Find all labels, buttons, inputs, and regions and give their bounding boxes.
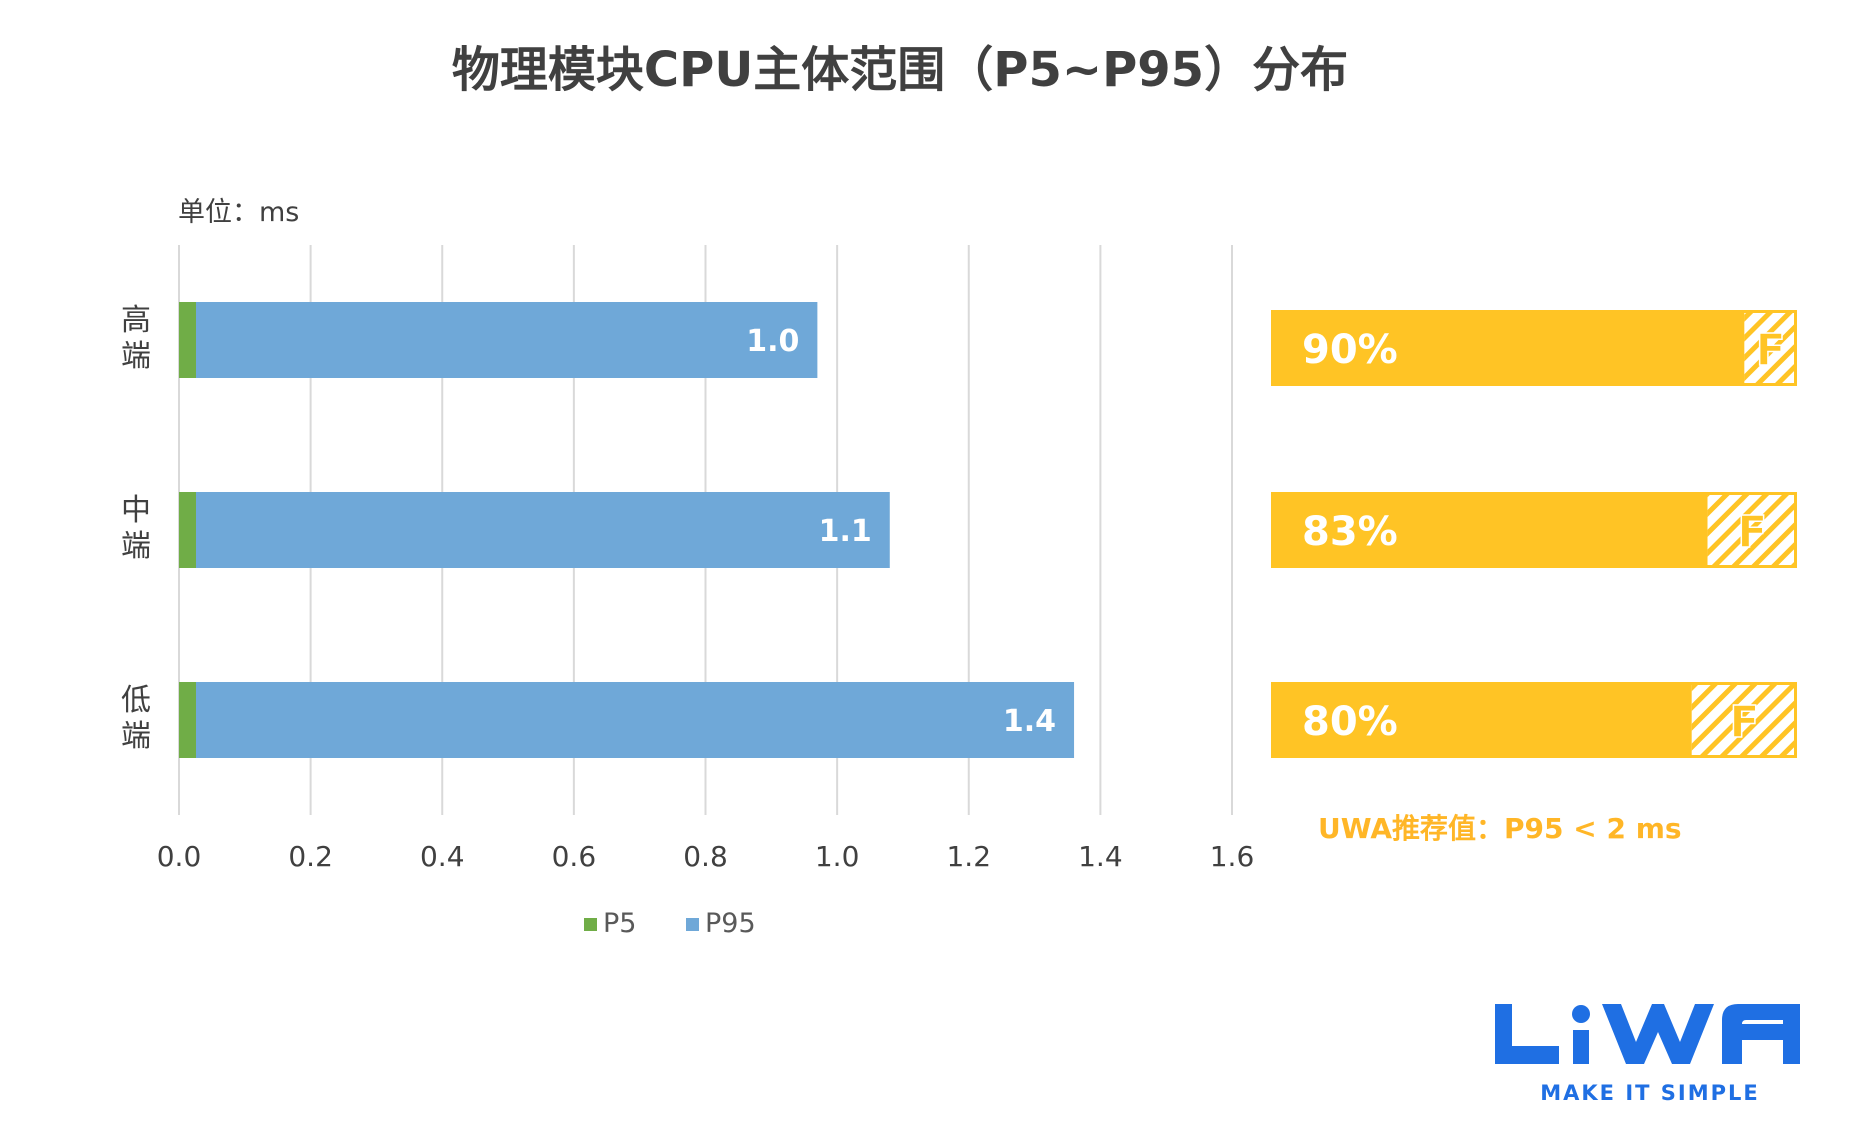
pass-rate-label: 80% xyxy=(1302,699,1398,745)
fail-mark: F xyxy=(1729,697,1759,748)
y-category-label: 高 xyxy=(121,303,151,338)
fail-hatch xyxy=(1691,682,1797,758)
bar-p5 xyxy=(179,302,196,378)
legend-label-p5: P5 xyxy=(603,908,636,939)
x-tick-label: 0.2 xyxy=(288,840,333,873)
x-tick-label: 1.6 xyxy=(1210,840,1255,873)
chart-title: 物理模块CPU主体范围（P5~P95）分布 xyxy=(452,42,1348,98)
legend-label-p95: P95 xyxy=(705,908,756,939)
bar-p5 xyxy=(179,682,196,758)
y-category-label: 端 xyxy=(121,719,151,754)
pass-rate-border xyxy=(1271,682,1797,758)
pass-rate-fill xyxy=(1271,682,1692,758)
bar-p5 xyxy=(179,492,196,568)
y-category-label: 低 xyxy=(121,683,151,718)
x-tick-label: 0.8 xyxy=(683,840,728,873)
bar-p95 xyxy=(196,492,890,568)
bar-p95 xyxy=(196,682,1075,758)
unit-label: 单位：ms xyxy=(178,197,299,228)
pass-rate-fill xyxy=(1271,492,1708,568)
x-tick-labels: 0.0 0.2 0.4 0.6 0.8 1.0 1.2 1.4 1.6 xyxy=(157,840,1255,873)
bar-p95 xyxy=(196,302,818,378)
legend-swatch-p5 xyxy=(584,918,597,931)
y-category-label: 中 xyxy=(121,493,151,528)
pass-rate-border xyxy=(1271,492,1797,568)
bars: 0.01.00.01.10.01.4 xyxy=(179,302,1075,758)
x-tick-label: 0.6 xyxy=(552,840,597,873)
fail-hatch xyxy=(1744,310,1797,386)
fail-mark: F xyxy=(1756,325,1786,376)
logo-tagline: MAKE IT SIMPLE xyxy=(1540,1081,1759,1105)
recommendation-text: UWA推荐值：P95 < 2 ms xyxy=(1318,812,1682,845)
pass-rate-border xyxy=(1271,310,1797,386)
pass-rate-label: 83% xyxy=(1302,509,1398,555)
x-tick-label: 0.4 xyxy=(420,840,465,873)
legend-swatch-p95 xyxy=(686,918,699,931)
logo-glyph-a xyxy=(1722,1004,1800,1064)
y-category-label: 端 xyxy=(121,339,151,374)
data-label-p95: 1.1 xyxy=(819,514,872,549)
logo-glyph-w xyxy=(1602,1004,1714,1064)
x-tick-label: 1.4 xyxy=(1078,840,1123,873)
uwa-logo: MAKE IT SIMPLE xyxy=(1495,1004,1800,1105)
pass-rate-label: 90% xyxy=(1302,327,1398,373)
fail-hatch xyxy=(1707,492,1797,568)
data-label-p95: 1.4 xyxy=(1003,704,1056,739)
logo-glyph-i xyxy=(1573,1030,1589,1064)
logo-dot xyxy=(1572,1005,1590,1023)
logo-glyph-u xyxy=(1495,1004,1559,1064)
y-category-label: 端 xyxy=(121,529,151,564)
data-label-p95: 1.0 xyxy=(746,324,799,359)
fail-mark: F xyxy=(1737,507,1767,558)
x-tick-label: 1.0 xyxy=(815,840,860,873)
legend: P5 P95 xyxy=(584,908,756,939)
pass-rate-bars: 90% F 83% F 80% F xyxy=(1271,310,1797,758)
pass-rate-fill xyxy=(1271,310,1745,386)
x-tick-label: 0.0 xyxy=(157,840,202,873)
x-tick-label: 1.2 xyxy=(946,840,991,873)
